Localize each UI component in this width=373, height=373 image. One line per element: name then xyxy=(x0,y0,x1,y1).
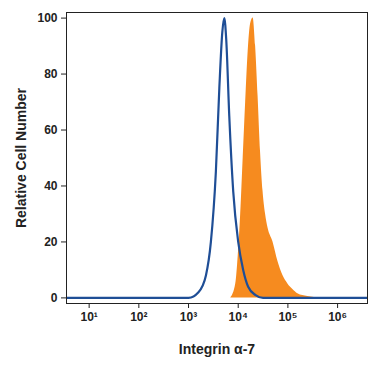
svg-text:40: 40 xyxy=(44,179,58,193)
svg-text:10¹: 10¹ xyxy=(80,310,97,324)
svg-text:20: 20 xyxy=(44,235,58,249)
svg-text:0: 0 xyxy=(51,291,58,305)
svg-text:Integrin α-7: Integrin α-7 xyxy=(179,341,255,357)
svg-text:100: 100 xyxy=(37,11,57,25)
svg-text:10⁴: 10⁴ xyxy=(229,310,248,324)
svg-text:60: 60 xyxy=(44,123,58,137)
svg-text:Relative Cell Number: Relative Cell Number xyxy=(13,87,29,228)
svg-text:10²: 10² xyxy=(130,310,147,324)
svg-text:80: 80 xyxy=(44,67,58,81)
svg-text:10⁵: 10⁵ xyxy=(278,310,297,324)
svg-text:10⁶: 10⁶ xyxy=(328,310,347,324)
svg-text:10³: 10³ xyxy=(180,310,197,324)
